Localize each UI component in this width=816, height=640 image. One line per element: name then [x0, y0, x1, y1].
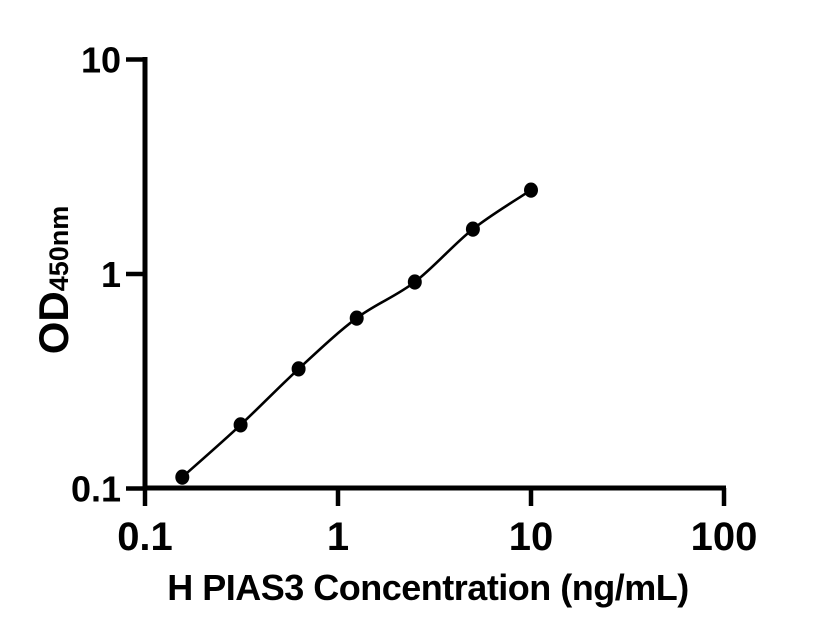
- y-tick-label: 1: [101, 254, 121, 295]
- x-tick-label: 100: [691, 515, 758, 559]
- data-point-marker: [524, 182, 538, 198]
- y-axis-title-main: OD: [30, 291, 77, 354]
- data-point-marker: [407, 274, 422, 290]
- x-tick-label: 1: [327, 515, 349, 559]
- data-point-marker: [349, 310, 364, 326]
- y-axis-title: OD450nm: [30, 206, 77, 355]
- axes-layer: 0.1 1 10 0.1 1 10 100: [71, 40, 757, 560]
- x-tick-label: 10: [509, 515, 554, 559]
- y-tick-label: 10: [81, 40, 121, 81]
- series-layer: [175, 182, 538, 485]
- data-point-marker: [465, 221, 480, 237]
- x-axis-title: H PIAS3 Concentration (ng/mL): [167, 567, 689, 608]
- y-axis-title-sub: 450nm: [44, 206, 74, 292]
- x-tick-label: 0.1: [117, 515, 173, 559]
- data-point-marker: [233, 417, 248, 433]
- y-tick-label: 0.1: [71, 469, 121, 510]
- data-point-marker: [175, 469, 190, 485]
- data-point-marker: [291, 361, 306, 377]
